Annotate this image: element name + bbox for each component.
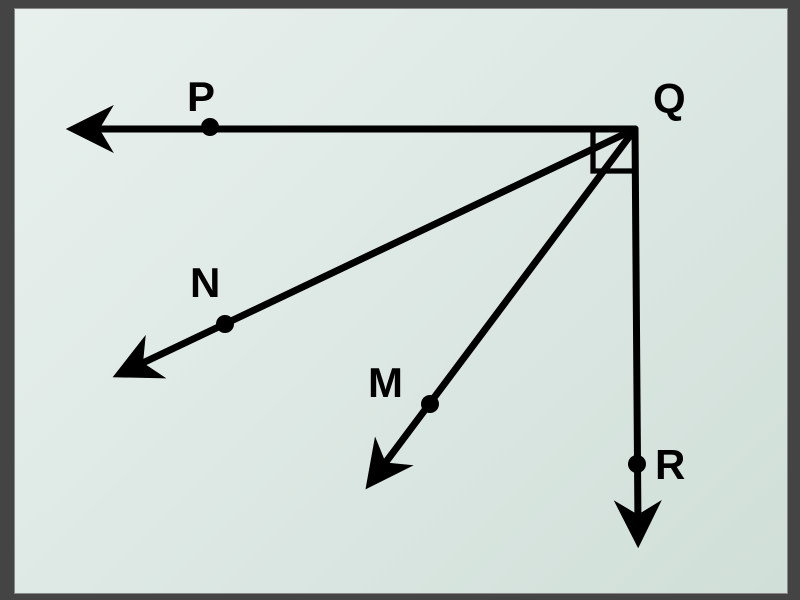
label-q: Q bbox=[653, 75, 686, 122]
label-r: R bbox=[655, 441, 685, 488]
point-m-dot bbox=[421, 395, 439, 413]
ray-qm bbox=[377, 129, 635, 474]
label-n: N bbox=[190, 259, 220, 306]
point-p-dot bbox=[201, 118, 219, 136]
diagram-paper: P Q N M R bbox=[14, 8, 788, 594]
ray-qn bbox=[130, 129, 635, 369]
geometry-diagram: P Q N M R bbox=[15, 9, 787, 593]
point-n-dot bbox=[216, 315, 234, 333]
label-p: P bbox=[187, 73, 215, 120]
point-r-dot bbox=[628, 455, 646, 473]
diagram-frame: P Q N M R bbox=[0, 0, 800, 600]
label-m: M bbox=[368, 359, 403, 406]
